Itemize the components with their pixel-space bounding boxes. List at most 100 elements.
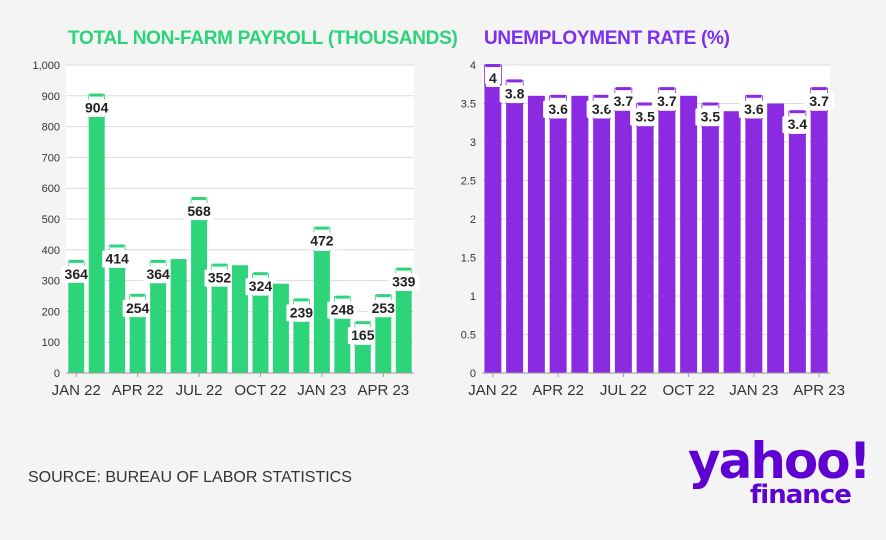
payroll-y-tick-label: 800 [42, 122, 60, 134]
payroll-bar [109, 268, 126, 373]
unemployment-bar [723, 111, 741, 373]
payroll-data-label-bg [122, 299, 153, 317]
payroll-revision-cap [130, 293, 145, 297]
payroll-data-label: 364 [146, 266, 170, 282]
payroll-data-label: 472 [310, 233, 334, 249]
unemployment-revision-cap [615, 87, 631, 91]
unemployment-bar [593, 118, 611, 374]
payroll-data-label-bg [61, 265, 92, 283]
payroll-revision-cap [192, 197, 207, 201]
payroll-data-label: 904 [85, 100, 109, 116]
payroll-data-label: 414 [105, 250, 129, 266]
unemployment-data-label-bg [499, 85, 530, 103]
unemployment-y-tick-label: 3 [470, 137, 476, 149]
unemployment-data-label-bg [651, 93, 682, 111]
yahoo-finance-logo: yahoo! finance [688, 432, 871, 516]
payroll-bar [232, 265, 248, 373]
payroll-revision-cap [396, 267, 411, 271]
payroll-y-tick-label: 200 [42, 306, 60, 318]
unemployment-y-tick-label: 0.5 [461, 330, 476, 342]
payroll-y-tick-label: 600 [42, 183, 60, 195]
unemployment-data-label: 3.7 [657, 93, 677, 109]
payroll-data-label-bg [347, 327, 378, 345]
payroll-y-tick-label: 0 [54, 368, 60, 380]
payroll-revision-cap [355, 321, 370, 325]
unemployment-revision-cap [507, 79, 523, 83]
unemployment-y-tick-label: 1 [470, 291, 476, 303]
payroll-data-label-bg [327, 301, 358, 319]
unemployment-data-label: 3.6 [592, 101, 612, 117]
unemployment-data-label-bg [485, 70, 500, 87]
payroll-bar [68, 280, 85, 373]
payroll-data-label-bg [286, 304, 317, 322]
unemployment-data-label: 3.5 [701, 109, 721, 125]
payroll-bar [170, 259, 187, 373]
payroll-revision-cap [110, 244, 125, 248]
unemployment-revision-cap [746, 94, 762, 98]
payroll-data-label: 165 [351, 327, 375, 343]
payroll-bar [88, 117, 105, 373]
unemployment-data-label-bg [630, 108, 661, 126]
payroll-x-tick-label: JAN 23 [297, 382, 346, 399]
unemployment-x-tick-label: JUL 22 [600, 382, 647, 399]
unemployment-data-label: 3.6 [744, 101, 764, 117]
payroll-bar [272, 283, 289, 373]
payroll-bar [395, 291, 412, 373]
payroll-data-label-bg [102, 250, 133, 268]
unemployment-revision-cap [659, 87, 675, 91]
payroll-bar [211, 286, 228, 373]
payroll-revision-cap [89, 93, 104, 97]
payroll-data-label: 239 [290, 304, 314, 320]
unemployment-data-label-bg [804, 93, 835, 111]
unemployment-y-tick-label: 2 [470, 214, 476, 226]
unemployment-bar [680, 95, 698, 374]
unemployment-bar [506, 103, 524, 373]
payroll-revision-cap [253, 272, 268, 276]
payroll-bar [129, 317, 146, 373]
unemployment-y-tick-label: 4 [470, 60, 476, 72]
unemployment-x-tick-label: JAN 23 [729, 382, 778, 399]
unemployment-bar [527, 95, 545, 374]
unemployment-data-label: 4 [489, 70, 497, 86]
unemployment-y-tick-label: 3.5 [461, 99, 476, 111]
unemployment-revision-cap [789, 110, 805, 114]
unemployment-bar [658, 111, 676, 373]
unemployment-bar [571, 95, 589, 374]
unemployment-data-label: 3.5 [635, 109, 655, 125]
payroll-y-tick-label: 300 [42, 276, 60, 288]
payroll-data-label-bg [388, 273, 419, 291]
payroll-data-label: 352 [208, 270, 232, 286]
payroll-data-label-bg [143, 265, 174, 283]
payroll-bar [252, 296, 269, 373]
payroll-data-label: 568 [187, 203, 211, 219]
unemployment-x-tick-label: OCT 22 [663, 382, 715, 399]
unemployment-data-label-bg [695, 108, 726, 126]
unemployment-data-label-bg [738, 100, 769, 118]
payroll-bar [354, 345, 371, 373]
payroll-revision-cap [314, 226, 329, 230]
unemployment-bar [484, 84, 502, 373]
payroll-data-label: 364 [65, 266, 89, 282]
unemployment-revision-cap [485, 64, 501, 67]
payroll-x-tick-label: APR 22 [112, 382, 164, 399]
unemployment-revision-cap [702, 102, 718, 106]
source-note: SOURCE: BUREAU OF LABOR STATISTICS [28, 469, 352, 486]
payroll-data-label-bg [204, 269, 235, 287]
unemployment-y-tick-label: 1.5 [461, 253, 476, 265]
payroll-data-label-bg [81, 99, 112, 117]
payroll-x-tick-label: JUL 22 [176, 382, 223, 399]
payroll-data-label-bg [306, 232, 337, 250]
unemployment-revision-cap [550, 94, 566, 98]
unemployment-data-label: 3.8 [505, 85, 525, 101]
unemployment-data-label: 3.7 [614, 93, 634, 109]
payroll-y-tick-label: 900 [42, 91, 60, 103]
unemployment-bar [701, 126, 719, 373]
payroll-data-label-bg [368, 300, 399, 318]
payroll-revision-cap [294, 298, 309, 302]
unemployment-bar [614, 111, 632, 373]
payroll-revision-cap [212, 263, 227, 267]
logo-finance-text: finance [750, 480, 852, 510]
payroll-y-tick-label: 500 [42, 214, 60, 226]
